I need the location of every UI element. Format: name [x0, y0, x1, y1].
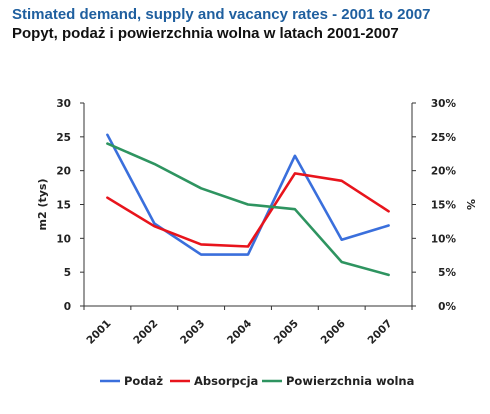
y-tick-label-left: 30	[56, 98, 71, 110]
x-tick-label: 2007	[366, 318, 395, 347]
y-tick-label-right: 20%	[431, 166, 457, 178]
y-tick-label-left: 20	[56, 166, 71, 178]
y-tick-label-right: 25%	[431, 132, 457, 144]
series-line-poda-	[106, 133, 390, 256]
y-tick-label-left: 15	[56, 200, 71, 212]
x-tick-label: 2005	[272, 318, 301, 347]
x-tick-label: 2001	[84, 318, 113, 347]
y-tick-label-right: 0%	[438, 301, 456, 313]
x-tick-label: 2004	[225, 318, 254, 347]
x-tick-label: 2006	[319, 318, 348, 347]
y-tick-label-left: 25	[56, 132, 71, 144]
y-tick-label-right: 5%	[438, 267, 456, 279]
chart-subtitle: Popyt, podaż i powierzchnia wolna w lata…	[12, 25, 399, 42]
y-tick-label-right: 30%	[431, 98, 457, 110]
y-tick-label-left: 0	[64, 301, 71, 313]
y-tick-label-left: 5	[64, 267, 71, 279]
x-tick-label: 2003	[178, 318, 207, 347]
chart-title: Stimated demand, supply and vacancy rate…	[12, 6, 431, 23]
legend-label: Absorpcja	[194, 374, 258, 388]
series-line-absorpcja	[106, 172, 390, 248]
legend-label: Powierzchnia wolna	[286, 374, 414, 388]
legend-label: Podaż	[124, 374, 163, 388]
y-axis-label-right: %	[464, 199, 477, 210]
y-tick-label-right: 10%	[431, 233, 457, 245]
y-tick-label-right: 15%	[431, 200, 457, 212]
y-tick-label-left: 10	[56, 233, 71, 245]
x-tick-label: 2002	[131, 318, 160, 347]
y-axis-label-left: m2 (tys)	[36, 179, 49, 231]
series-line-powierzchnia-wolna	[106, 142, 390, 277]
